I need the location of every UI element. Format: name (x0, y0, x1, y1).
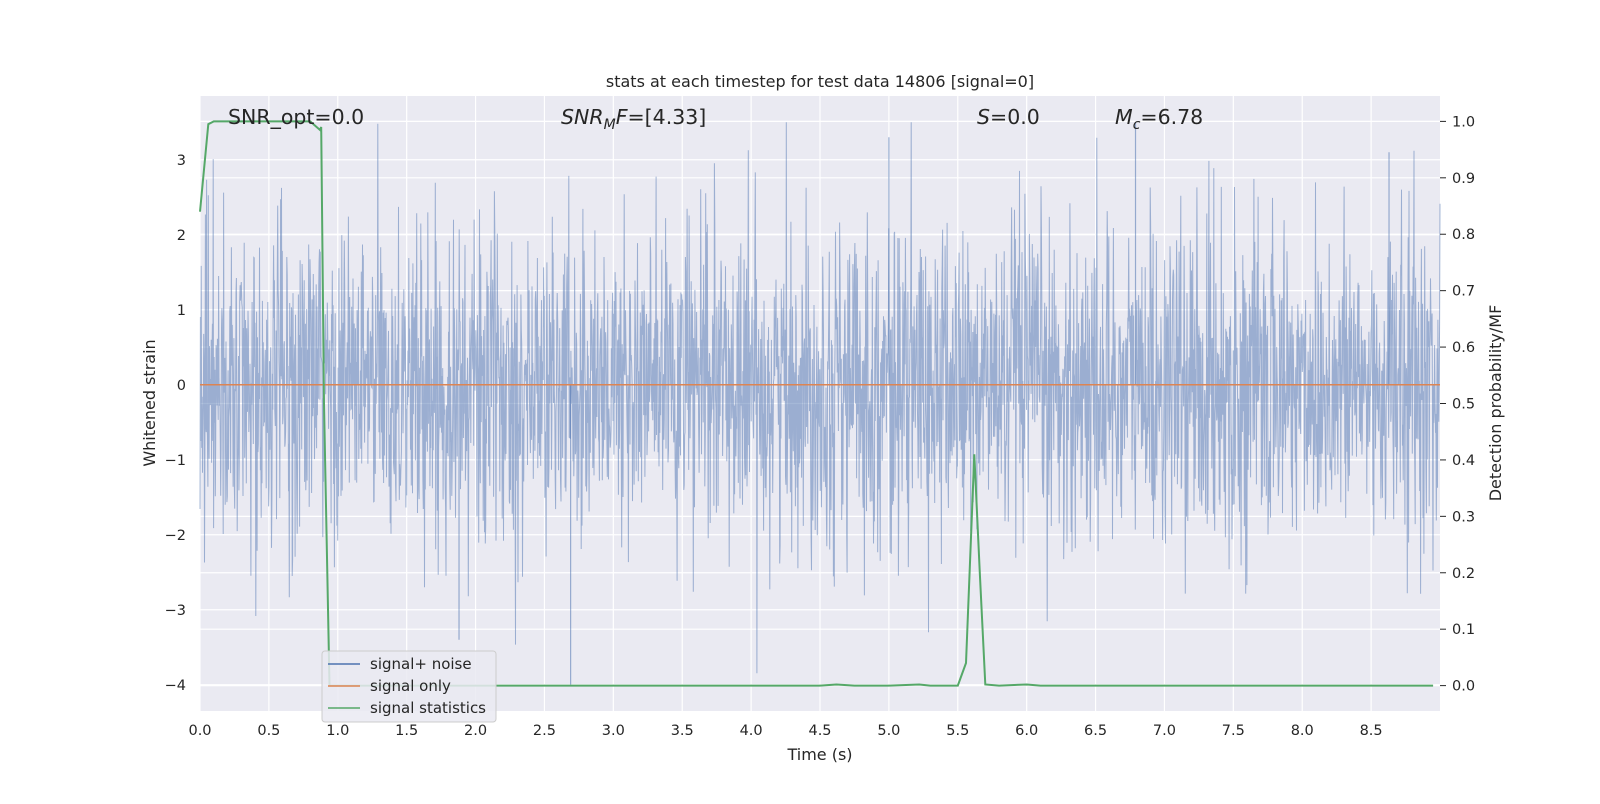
x-tick-label: 3.5 (671, 723, 694, 739)
y2-tick-label: 0.7 (1452, 284, 1475, 300)
chart-title: stats at each timestep for test data 148… (606, 72, 1034, 91)
x-tick-label: 0.5 (257, 723, 280, 739)
y-tick-label: −1 (165, 453, 186, 469)
y-tick-label: 1 (177, 303, 186, 319)
signal-plus-noise-line (199, 122, 1441, 674)
annotation-snr-opt: SNR_opt=0.0 (228, 105, 364, 130)
annotation-s-stat: S=0.0 (977, 105, 1040, 129)
signal-statistics-line (199, 120, 1434, 687)
series-signal-statistics (199, 120, 1434, 687)
x-tick-label: 2.0 (464, 723, 487, 739)
y2-tick-label: 1.0 (1452, 114, 1475, 130)
y2-tick-label: 0.8 (1452, 227, 1475, 243)
y-tick-label: −4 (165, 678, 186, 694)
annotation-snr-mf: SNRMF=[4.33] (561, 105, 706, 133)
x-tick-label: 1.0 (326, 723, 349, 739)
annotation-snr-mf-value: =[4.33] (627, 105, 706, 129)
y-tick-label: −2 (165, 528, 186, 544)
y-tick-label: 0 (177, 378, 186, 394)
x-tick-label: 8.0 (1291, 723, 1314, 739)
legend-label-signal-only: signal only (370, 677, 451, 695)
y2-tick-label: 0.9 (1452, 171, 1475, 187)
x-tick-label: 4.0 (740, 723, 763, 739)
x-tick-label: 7.0 (1153, 723, 1176, 739)
x-tick-label: 0.0 (188, 723, 211, 739)
x-tick-label: 5.0 (877, 723, 900, 739)
y2-tick-label: 0.2 (1452, 566, 1475, 582)
y2-tick-label: 0.1 (1452, 622, 1475, 638)
annotation-chirp-mass-value: =6.78 (1140, 105, 1203, 129)
y2-tick-label: 0.0 (1452, 679, 1475, 695)
x-tick-label: 6.0 (1015, 723, 1038, 739)
annotation-s-stat-value: =0.0 (990, 105, 1040, 129)
x-tick-label: 3.0 (602, 723, 625, 739)
y-axis-label: Whitened strain (140, 339, 159, 466)
y2-tick-label: 0.5 (1452, 397, 1475, 413)
x-axis-label: Time (s) (786, 745, 852, 764)
y2-tick-label: 0.6 (1452, 340, 1475, 356)
y2-tick-labels: 1.0 0.9 0.8 0.7 0.6 0.5 0.4 0.3 0.2 0.1 0.0 (1440, 114, 1475, 695)
y-tick-label: 2 (177, 228, 186, 244)
x-tick-label: 8.5 (1360, 723, 1383, 739)
legend-label-signal-plus-noise: signal+ noise (370, 655, 472, 673)
y2-axis-label: Detection probability/MF (1486, 305, 1505, 502)
y-tick-label: −3 (165, 603, 186, 619)
x-tick-label: 2.5 (533, 723, 556, 739)
x-tick-label: 5.5 (946, 723, 969, 739)
legend-box (321, 650, 497, 723)
y-tick-labels: 3 2 1 0 −1 −2 −3 −4 (165, 153, 186, 694)
x-tick-label: 4.5 (808, 723, 831, 739)
legend: signal+ noise signal only signal statist… (321, 650, 497, 723)
series-signal-plus-noise (199, 122, 1441, 685)
x-tick-label: 6.5 (1084, 723, 1107, 739)
y2-tick-label: 0.4 (1452, 453, 1475, 469)
annotation-chirp-mass: Mc=6.78 (1115, 105, 1203, 133)
x-tick-labels: 0.0 0.5 1.0 1.5 2.0 2.5 3.0 3.5 4.0 4.5 5.0 5.5 6.0 6… (188, 723, 1382, 739)
y-tick-label: 3 (177, 153, 186, 169)
legend-label-signal-statistics: signal statistics (370, 699, 486, 717)
x-tick-label: 7.5 (1222, 723, 1245, 739)
y2-tick-label: 0.3 (1452, 509, 1475, 525)
x-tick-label: 1.5 (395, 723, 418, 739)
